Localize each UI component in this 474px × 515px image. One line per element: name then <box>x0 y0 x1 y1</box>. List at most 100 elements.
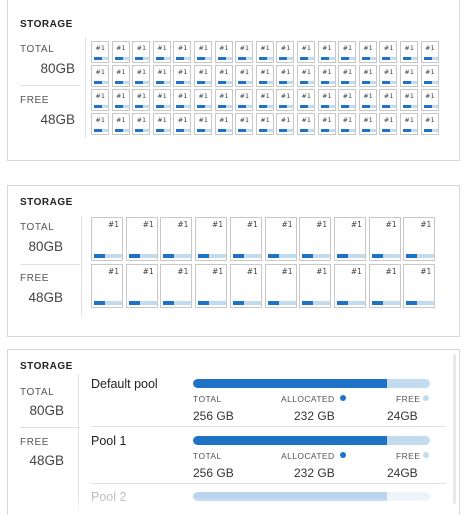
disk-tile[interactable]: #1 <box>235 89 254 111</box>
disk-tile[interactable]: #1 <box>297 41 315 63</box>
disk-tile[interactable]: #1 <box>403 217 436 261</box>
disk-tile[interactable]: #1 <box>297 89 315 111</box>
disk-tile[interactable]: #1 <box>132 113 151 135</box>
disk-tile[interactable]: #1 <box>317 41 336 63</box>
disk-used-bar <box>371 254 383 258</box>
disk-tile[interactable]: #1 <box>173 89 192 111</box>
disk-free-bar <box>278 301 296 305</box>
disk-tile[interactable]: #1 <box>160 217 193 261</box>
disk-tile[interactable]: #1 <box>400 113 418 135</box>
disk-tile[interactable]: #1 <box>255 65 274 87</box>
disk-tile[interactable]: #1 <box>173 41 192 63</box>
disk-tile[interactable]: #1 <box>91 264 123 308</box>
disk-tile[interactable]: #1 <box>358 89 377 111</box>
disk-tile[interactable]: #1 <box>299 264 332 308</box>
disk-label: #1 <box>107 267 119 276</box>
disk-tile[interactable]: #1 <box>125 217 158 261</box>
disk-tile[interactable]: #1 <box>420 113 439 135</box>
disk-tile[interactable]: #1 <box>358 65 377 87</box>
disk-tile[interactable]: #1 <box>379 89 398 111</box>
disk-label: #1 <box>363 44 373 52</box>
disk-tile[interactable]: #1 <box>91 89 109 111</box>
disk-tile[interactable]: #1 <box>229 217 262 261</box>
disk-tile[interactable]: #1 <box>132 41 151 63</box>
disk-tile[interactable]: #1 <box>214 65 233 87</box>
disk-tile[interactable]: #1 <box>379 65 398 87</box>
disk-tile[interactable]: #1 <box>194 113 212 135</box>
disk-tile[interactable]: #1 <box>420 89 439 111</box>
disk-tile[interactable]: #1 <box>152 65 171 87</box>
scrollbar[interactable] <box>453 354 456 504</box>
disk-tile[interactable]: #1 <box>152 113 171 135</box>
disk-tile[interactable]: #1 <box>299 217 332 261</box>
disk-tile[interactable]: #1 <box>420 65 439 87</box>
disk-tile[interactable]: #1 <box>111 65 130 87</box>
disk-tile[interactable]: #1 <box>214 41 233 63</box>
disk-tile[interactable]: #1 <box>91 217 123 261</box>
disk-tile[interactable]: #1 <box>379 113 398 135</box>
disk-tile[interactable]: #1 <box>379 41 398 63</box>
disk-tile[interactable]: #1 <box>317 65 336 87</box>
disk-tile[interactable]: #1 <box>214 89 233 111</box>
disk-tile[interactable]: #1 <box>276 113 295 135</box>
disk-tile[interactable]: #1 <box>338 65 357 87</box>
pool-name[interactable]: Pool 1 <box>91 434 127 448</box>
disk-tile[interactable]: #1 <box>111 41 130 63</box>
disk-tile[interactable]: #1 <box>333 217 366 261</box>
disk-tile[interactable]: #1 <box>400 89 418 111</box>
disk-tile[interactable]: #1 <box>276 41 295 63</box>
disk-tile[interactable]: #1 <box>297 113 315 135</box>
disk-tile[interactable]: #1 <box>420 41 439 63</box>
disk-tile[interactable]: #1 <box>317 113 336 135</box>
disk-tile[interactable]: #1 <box>368 264 401 308</box>
disk-free-bar <box>411 129 417 132</box>
disk-tile[interactable]: #1 <box>91 41 109 63</box>
disk-tile[interactable]: #1 <box>297 65 315 87</box>
disk-tile[interactable]: #1 <box>125 264 158 308</box>
disk-tile[interactable]: #1 <box>255 41 274 63</box>
disk-tile[interactable]: #1 <box>195 264 228 308</box>
disk-tile[interactable]: #1 <box>317 89 336 111</box>
disk-tile[interactable]: #1 <box>338 41 357 63</box>
disk-tile[interactable]: #1 <box>91 113 109 135</box>
disk-tile[interactable]: #1 <box>276 65 295 87</box>
disk-tile[interactable]: #1 <box>235 41 254 63</box>
disk-tile[interactable]: #1 <box>264 264 297 308</box>
disk-tile[interactable]: #1 <box>403 264 436 308</box>
disk-tile[interactable]: #1 <box>132 65 151 87</box>
disk-tile[interactable]: #1 <box>255 89 274 111</box>
disk-tile[interactable]: #1 <box>194 89 212 111</box>
disk-tile[interactable]: #1 <box>276 89 295 111</box>
disk-tile[interactable]: #1 <box>368 217 401 261</box>
disk-tile[interactable]: #1 <box>338 113 357 135</box>
disk-tile[interactable]: #1 <box>132 89 151 111</box>
disk-tile[interactable]: #1 <box>264 217 297 261</box>
disk-tile[interactable]: #1 <box>195 217 228 261</box>
disk-tile[interactable]: #1 <box>333 264 366 308</box>
free-value: 48GB <box>29 453 64 468</box>
disk-tile[interactable]: #1 <box>358 41 377 63</box>
disk-tile[interactable]: #1 <box>194 41 212 63</box>
disk-tile[interactable]: #1 <box>358 113 377 135</box>
disk-tile[interactable]: #1 <box>194 65 212 87</box>
disk-tile[interactable]: #1 <box>173 113 192 135</box>
disk-label: #1 <box>95 116 105 124</box>
disk-used-bar <box>94 301 105 305</box>
disk-tile[interactable]: #1 <box>173 65 192 87</box>
disk-tile[interactable]: #1 <box>214 113 233 135</box>
free-dot-icon <box>423 395 429 401</box>
disk-tile[interactable]: #1 <box>229 264 262 308</box>
pool-name[interactable]: Default pool <box>91 377 158 391</box>
disk-tile[interactable]: #1 <box>160 264 193 308</box>
disk-tile[interactable]: #1 <box>338 89 357 111</box>
disk-tile[interactable]: #1 <box>235 65 254 87</box>
disk-tile[interactable]: #1 <box>235 113 254 135</box>
disk-tile[interactable]: #1 <box>400 65 418 87</box>
disk-tile[interactable]: #1 <box>111 113 130 135</box>
disk-tile[interactable]: #1 <box>91 65 109 87</box>
disk-tile[interactable]: #1 <box>111 89 130 111</box>
disk-tile[interactable]: #1 <box>400 41 418 63</box>
disk-tile[interactable]: #1 <box>152 89 171 111</box>
disk-tile[interactable]: #1 <box>152 41 171 63</box>
disk-tile[interactable]: #1 <box>255 113 274 135</box>
